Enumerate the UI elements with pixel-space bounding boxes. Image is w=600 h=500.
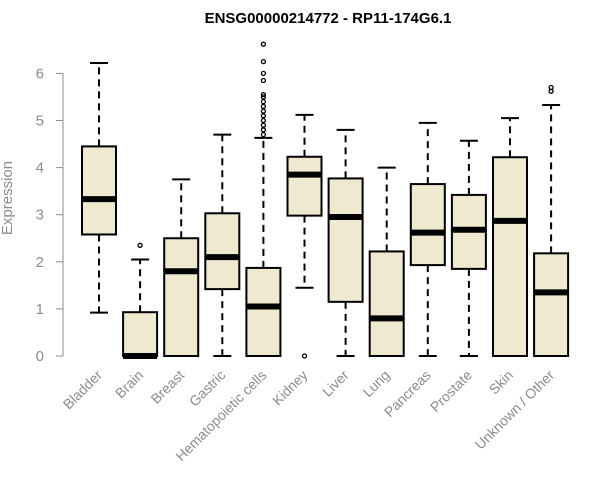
outlier-point bbox=[260, 70, 267, 77]
y-tick-label: 3 bbox=[36, 207, 44, 224]
box-iqr bbox=[492, 156, 528, 357]
box-lung bbox=[368, 166, 405, 357]
box-iqr bbox=[368, 250, 405, 357]
outlier-point bbox=[548, 84, 554, 91]
y-tick-label: 4 bbox=[36, 160, 44, 177]
outlier-point bbox=[260, 131, 267, 138]
outlier-point bbox=[260, 108, 267, 114]
box-hematopoietic-cells bbox=[245, 41, 282, 358]
box-iqr bbox=[81, 145, 117, 236]
x-tick-label: Breast bbox=[147, 367, 187, 407]
box-iqr bbox=[163, 237, 200, 357]
box-kidney bbox=[286, 113, 323, 359]
box-iqr bbox=[327, 177, 364, 303]
box-skin bbox=[492, 117, 528, 357]
box-unknown-other bbox=[533, 84, 570, 358]
outlier-point bbox=[260, 77, 267, 84]
x-tick-label: Prostate bbox=[427, 367, 475, 415]
box-bladder bbox=[81, 62, 117, 314]
outlier-point bbox=[260, 113, 267, 119]
x-tick-label: Brain bbox=[112, 367, 146, 401]
y-tick-label: 1 bbox=[36, 301, 44, 318]
y-tick-label: 0 bbox=[36, 348, 44, 365]
x-tick-label: Kidney bbox=[269, 367, 311, 409]
outlier-point bbox=[260, 94, 267, 100]
x-tick-label: Lung bbox=[359, 367, 392, 400]
y-tick-label: 6 bbox=[36, 65, 44, 82]
outlier-point bbox=[260, 117, 267, 124]
outlier-point bbox=[137, 242, 143, 248]
box-iqr bbox=[533, 252, 570, 358]
box-pancreas bbox=[409, 121, 446, 357]
box-iqr bbox=[245, 266, 282, 358]
box-iqr bbox=[286, 155, 323, 217]
outlier-point bbox=[260, 122, 267, 128]
y-axis: 0 1 2 3 4 5 6 bbox=[36, 65, 64, 365]
y-tick-label: 2 bbox=[36, 254, 44, 271]
box-iqr bbox=[204, 212, 241, 291]
box-breast bbox=[163, 178, 200, 357]
x-tick-label: Liver bbox=[319, 367, 352, 400]
box-brain bbox=[122, 242, 159, 359]
outlier-point bbox=[260, 99, 267, 105]
outlier-point bbox=[260, 103, 267, 110]
box-gastric bbox=[204, 133, 241, 357]
outlier-point bbox=[260, 127, 267, 133]
boxes bbox=[81, 41, 570, 359]
chart-title: ENSG00000214772 - RP11-174G6.1 bbox=[205, 10, 452, 27]
outlier-point bbox=[260, 91, 267, 98]
box-iqr bbox=[122, 311, 159, 357]
box-liver bbox=[327, 128, 364, 357]
outlier-point bbox=[260, 41, 267, 47]
box-prostate bbox=[450, 139, 487, 357]
x-tick-label: Bladder bbox=[60, 367, 106, 413]
y-tick-label: 5 bbox=[36, 113, 44, 130]
y-axis-label: Expression bbox=[0, 161, 16, 235]
box-iqr bbox=[409, 183, 446, 267]
outlier-point bbox=[301, 353, 308, 359]
x-tick-label: Skin bbox=[486, 367, 517, 398]
outlier-point bbox=[260, 58, 267, 65]
